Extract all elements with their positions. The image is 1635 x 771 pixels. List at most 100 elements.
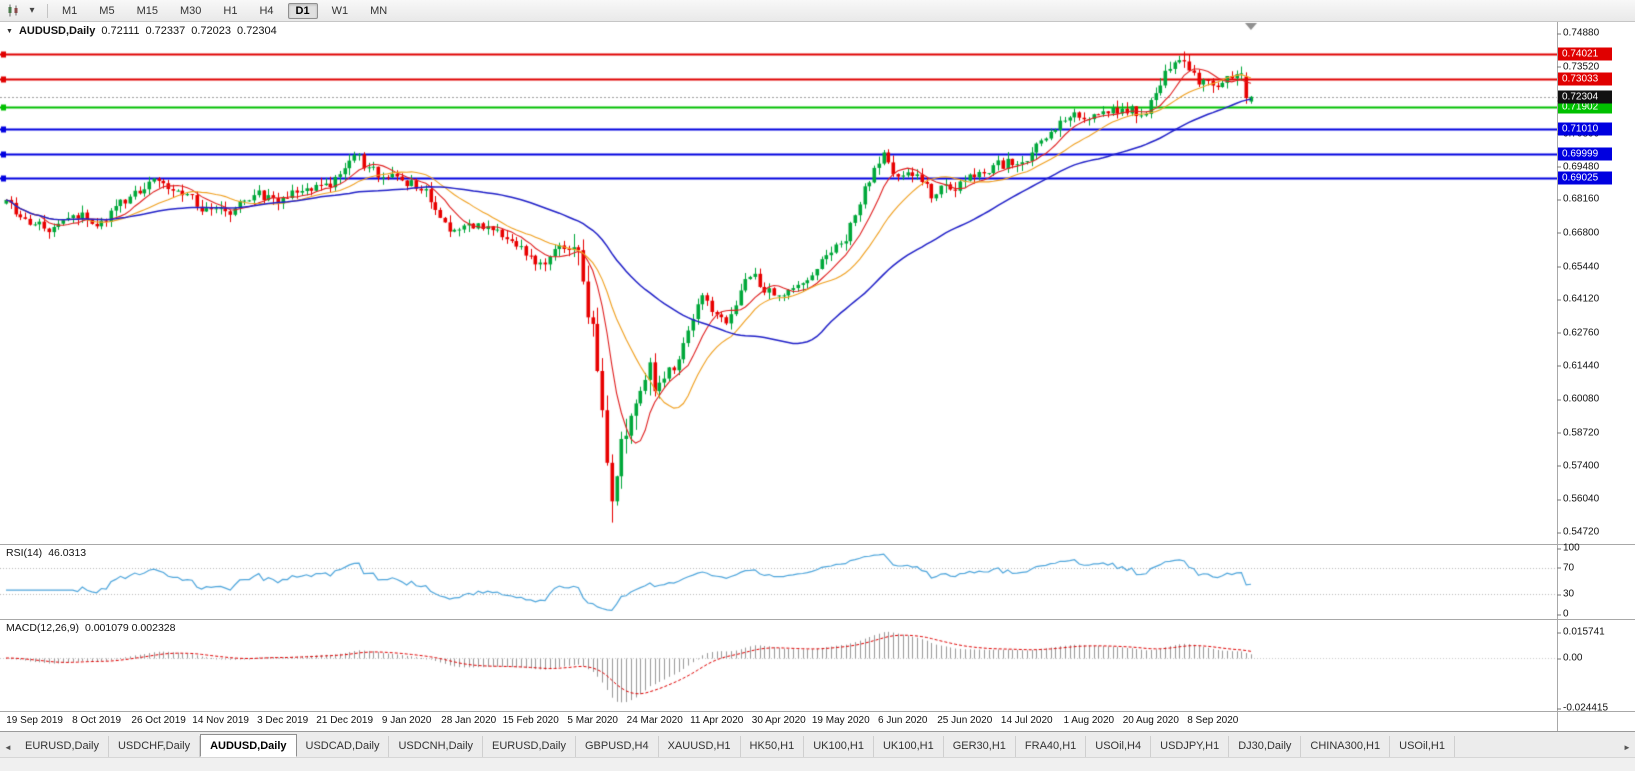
time-axis-label: 15 Feb 2020	[502, 715, 559, 726]
time-axis-label: 3 Dec 2019	[257, 715, 309, 726]
price-axis-tick: 0.74880	[1556, 27, 1600, 39]
time-axis[interactable]: 19 Sep 2019 8 Oct 2019 26 Oct 2019 14 Nov 2…	[0, 712, 1557, 731]
time-axis-label: 30 Apr 2020	[751, 715, 806, 726]
price-level-badge: 0.71010	[1558, 122, 1612, 136]
current-price-badge: 0.72304	[1558, 90, 1612, 104]
timeframe-button-m5[interactable]: M5	[99, 4, 115, 17]
chart-tabs: EURUSD,Daily USDCHF,Daily AUDUSD,Daily USDC…	[16, 733, 1619, 757]
rsi-canvas[interactable]	[0, 545, 1557, 619]
time-axis-label: 11 Apr 2020	[690, 715, 744, 726]
tab-usdcnh-daily[interactable]: USDCNH,Daily	[389, 736, 484, 757]
tab-gbpusd-h4[interactable]: GBPUSD,H4	[576, 736, 659, 757]
tab-hk50-h1[interactable]: HK50,H1	[741, 736, 805, 757]
rsi-axis-tick: 100	[1557, 542, 1580, 554]
price-axis-tick: 0.65440	[1556, 261, 1600, 273]
status-bar	[0, 757, 1635, 771]
macd-axis-tick-zero: 0.00	[1556, 652, 1583, 664]
tab-ger30-h1[interactable]: GER30,H1	[944, 736, 1016, 757]
time-axis-label: 6 Jun 2020	[878, 715, 928, 726]
timeframe-button-w1[interactable]: W1	[331, 4, 349, 17]
tab-china300-h1[interactable]: CHINA300,H1	[1301, 736, 1391, 757]
tab-xauusd-h1[interactable]: XAUUSD,H1	[659, 736, 741, 757]
price-level-badge: 0.74021	[1558, 47, 1612, 61]
timeframe-button-m15[interactable]: M15	[136, 4, 158, 17]
price-level-badge: 0.71902	[1558, 100, 1612, 114]
tab-fra40-h1[interactable]: FRA40,H1	[1016, 736, 1087, 757]
macd-canvas[interactable]	[0, 620, 1557, 711]
price-axis-tick: 0.61440	[1556, 360, 1600, 372]
tab-uk100-h1[interactable]: UK100,H1	[804, 736, 874, 757]
candlestick-chart-glyph	[8, 4, 18, 17]
price-axis-tick: 0.58720	[1556, 427, 1600, 439]
time-axis-label: 19 Sep 2019	[6, 715, 63, 726]
time-axis-label: 21 Dec 2019	[316, 715, 374, 726]
chart-workspace: ▼ AUDUSD,Daily 0.72111 0.72337 0.72023 0…	[0, 22, 1635, 731]
timeframe-button-h4[interactable]: H4	[259, 4, 274, 17]
rsi-axis-tick: 30	[1556, 588, 1575, 600]
tab-usoil-h4[interactable]: USOil,H4	[1086, 736, 1152, 757]
time-axis-label: 9 Jan 2020	[381, 715, 432, 726]
panel-separator	[1558, 544, 1635, 545]
time-axis-label: 14 Nov 2019	[192, 715, 249, 726]
chart-tab-bar: ◄ EURUSD,Daily USDCHF,Daily AUDUSD,Daily US…	[0, 731, 1635, 757]
price-axis-tick: 0.57400	[1556, 460, 1600, 472]
time-axis-label: 8 Oct 2019	[72, 715, 122, 726]
time-axis-label: 26 Oct 2019	[131, 715, 186, 726]
rsi-axis-tick: 0	[1557, 608, 1569, 620]
macd-axis-tick-bottom: -0.024415	[1556, 702, 1609, 714]
price-axis-tick: 0.69480	[1556, 161, 1600, 173]
panel-separator	[1558, 711, 1635, 712]
chart-type-dropdown-icon[interactable]: ▾	[29, 5, 35, 16]
tab-usdjpy-h1[interactable]: USDJPY,H1	[1151, 736, 1230, 757]
chart-stack: ▼ AUDUSD,Daily 0.72111 0.72337 0.72023 0…	[0, 22, 1557, 731]
tab-uk100-h1[interactable]: UK100,H1	[874, 736, 944, 757]
time-axis-label: 5 Mar 2020	[567, 715, 618, 726]
price-axis-tick: 0.66800	[1556, 227, 1600, 239]
tab-usdcad-daily[interactable]: USDCAD,Daily	[297, 736, 390, 757]
price-axis-tick: 0.68160	[1556, 193, 1600, 205]
panel-separator	[1558, 619, 1635, 620]
tab-audusd-daily[interactable]: AUDUSD,Daily	[200, 734, 297, 757]
price-level-badge: 0.69025	[1558, 171, 1612, 185]
price-axis-tick: 0.64120	[1556, 293, 1600, 305]
macd-panel: MACD(12,26,9) 0.001079 0.002328	[0, 620, 1557, 712]
price-level-badge: 0.73033	[1558, 72, 1612, 86]
macd-axis-tick-top: 0.015741	[1557, 626, 1605, 638]
price-axis-tick: 0.54720	[1556, 526, 1600, 538]
tab-dj30-daily[interactable]: DJ30,Daily	[1229, 736, 1302, 757]
tab-usdchf-daily[interactable]: USDCHF,Daily	[109, 736, 201, 757]
tab-eurusd-daily[interactable]: EURUSD,Daily	[483, 736, 576, 757]
rsi-panel: RSI(14) 46.0313	[0, 545, 1557, 620]
tab-eurusd-daily[interactable]: EURUSD,Daily	[16, 736, 109, 757]
timeframe-button-h1[interactable]: H1	[223, 4, 238, 17]
price-chart-panel: ▼ AUDUSD,Daily 0.72111 0.72337 0.72023 0…	[0, 22, 1557, 545]
time-axis-label: 25 Jun 2020	[937, 715, 993, 726]
toolbar-separator	[47, 3, 48, 18]
timeframe-button-m30[interactable]: M30	[179, 4, 202, 17]
time-axis-label: 14 Jul 2020	[1000, 715, 1053, 726]
timeframe-button-m1[interactable]: M1	[62, 4, 78, 17]
timeframes-toolbar: ▾ M1 M5 M15 M30 H1 H4 D1 W1 MN	[0, 0, 1635, 22]
rsi-axis-tick: 70	[1556, 562, 1575, 574]
right-axis[interactable]: 0.748800.735200.721600.708000.694800.681…	[1556, 22, 1635, 731]
time-axis-label: 19 May 2020	[811, 715, 870, 726]
tab-usoil-h1[interactable]: USOil,H1	[1390, 736, 1455, 757]
timeframe-buttons: M1 M5 M15 M30 H1 H4 D1 W1 MN	[54, 2, 395, 19]
time-axis-label: 20 Aug 2020	[1122, 715, 1179, 726]
time-axis-label: 24 Mar 2020	[626, 715, 683, 726]
time-axis-label: 8 Sep 2020	[1187, 715, 1239, 726]
tabs-scroll-left-button[interactable]: ◄	[4, 742, 12, 752]
price-axis-tick: 0.60080	[1556, 393, 1600, 405]
time-axis-label: 28 Jan 2020	[441, 715, 497, 726]
price-axis-tick: 0.73520	[1556, 61, 1600, 73]
price-level-badge: 0.69999	[1558, 147, 1612, 161]
chart-type-icon[interactable]	[5, 3, 23, 19]
main-chart-canvas[interactable]	[0, 22, 1557, 544]
timeframe-button-d1[interactable]: D1	[287, 2, 318, 19]
time-axis-label: 1 Aug 2020	[1063, 715, 1115, 726]
price-axis-tick: 0.56040	[1556, 493, 1600, 505]
timeframe-button-mn[interactable]: MN	[370, 4, 388, 17]
tabs-scroll-right-button[interactable]: ►	[1623, 742, 1631, 752]
price-axis-tick: 0.62760	[1556, 327, 1600, 339]
